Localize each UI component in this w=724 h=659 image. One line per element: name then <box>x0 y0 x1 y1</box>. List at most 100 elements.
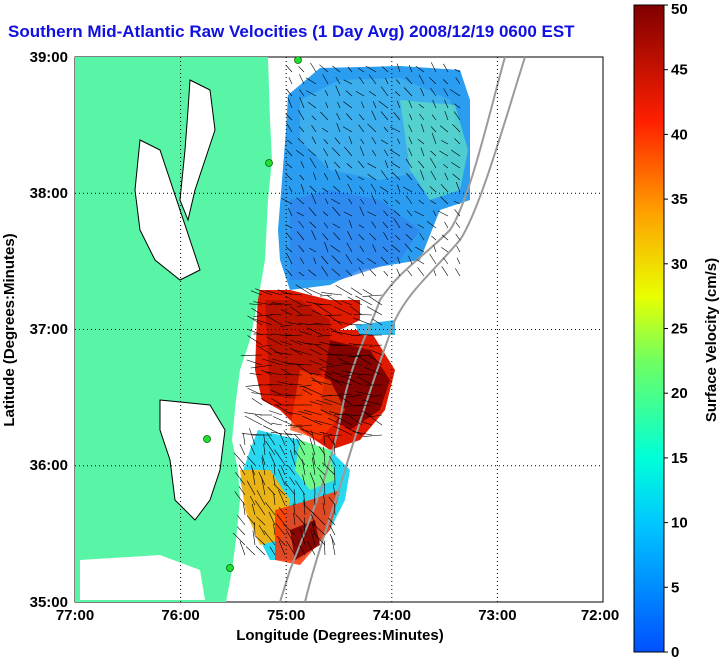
velocity-vector <box>408 136 413 145</box>
velocity-vector <box>306 301 323 306</box>
velocity-vector <box>358 124 365 133</box>
velocity-vector <box>324 540 326 556</box>
velocity-vector <box>453 200 461 205</box>
velocity-vector <box>323 483 326 496</box>
velocity-vector <box>341 374 353 377</box>
velocity-vector <box>249 495 256 506</box>
velocity-vector <box>297 340 313 346</box>
velocity-vector <box>341 300 353 306</box>
velocity-vector <box>333 306 353 316</box>
velocity-vector <box>344 412 363 426</box>
y-tick-label: 39:00 <box>30 49 68 66</box>
velocity-vector <box>319 341 333 346</box>
land-mass <box>75 57 272 602</box>
velocity-vector <box>332 319 353 326</box>
velocity-vector <box>367 173 377 181</box>
velocity-vector <box>362 294 383 297</box>
velocity-vector <box>350 287 363 296</box>
colorbar-tick-label: 10 <box>671 515 688 532</box>
velocity-vector <box>305 343 323 346</box>
colorbar-tick-label: 0 <box>671 644 679 659</box>
velocity-vector <box>324 160 329 169</box>
velocity-vector <box>345 269 353 277</box>
velocity-vector <box>277 381 293 386</box>
velocity-vector <box>419 113 425 121</box>
velocity-vector <box>307 269 317 277</box>
velocity-vector <box>332 223 341 229</box>
velocity-vector <box>287 322 303 326</box>
velocity-vector <box>290 339 303 346</box>
y-tick-label: 38:00 <box>30 185 68 202</box>
velocity-vector <box>291 363 313 366</box>
velocity-vector <box>244 412 263 416</box>
velocity-vector <box>430 150 437 157</box>
velocity-vector <box>311 230 317 241</box>
velocity-vector <box>253 301 273 306</box>
velocity-vector <box>346 163 353 169</box>
velocity-vector <box>444 99 449 109</box>
velocity-vector <box>280 341 293 346</box>
velocity-vector <box>355 354 373 366</box>
velocity-vector <box>348 136 353 145</box>
velocity-vector <box>237 515 246 526</box>
velocity-vector <box>300 183 305 193</box>
velocity-vector <box>429 157 437 169</box>
velocity-vector <box>357 376 373 386</box>
velocity-vector <box>352 317 373 326</box>
velocity-vector <box>260 397 273 406</box>
velocity-vector <box>313 172 317 181</box>
velocity-vector <box>310 62 317 73</box>
velocity-vector <box>344 146 353 157</box>
velocity-vector <box>420 147 425 157</box>
velocity-vector <box>396 100 401 109</box>
velocity-vector <box>361 101 365 109</box>
velocity-vector <box>440 140 449 145</box>
velocity-vector <box>371 221 377 229</box>
velocity-vector <box>406 210 413 217</box>
station-marker <box>203 435 211 443</box>
velocity-vector <box>280 309 293 316</box>
velocity-vector <box>365 413 383 426</box>
velocity-vector <box>420 87 425 97</box>
velocity-vector <box>397 256 401 265</box>
velocity-vector <box>295 363 313 376</box>
velocity-vector <box>396 63 401 73</box>
velocity-vector <box>271 422 283 426</box>
velocity-vector <box>364 366 383 376</box>
velocity-vector <box>369 349 383 356</box>
velocity-vector <box>449 89 461 97</box>
velocity-vector <box>444 221 449 229</box>
velocity-vector <box>395 199 401 205</box>
velocity-vector <box>263 433 266 446</box>
velocity-vector <box>266 432 276 446</box>
velocity-vector <box>233 452 246 466</box>
velocity-vector <box>348 220 353 229</box>
velocity-vector <box>239 443 246 456</box>
velocity-vector <box>269 314 283 316</box>
velocity-vector <box>334 503 336 516</box>
velocity-vector <box>281 198 293 205</box>
velocity-vector <box>261 344 273 347</box>
velocity-vector <box>261 455 266 466</box>
velocity-vector <box>239 540 246 556</box>
velocity-vector <box>372 318 383 326</box>
velocity-vector <box>322 187 329 193</box>
velocity-vector <box>408 64 413 73</box>
velocity-vector <box>266 336 283 346</box>
velocity-vector <box>323 222 329 229</box>
velocity-vector <box>383 126 389 133</box>
velocity-vector <box>251 398 263 406</box>
velocity-vector <box>420 123 425 133</box>
velocity-vector <box>293 512 296 526</box>
velocity-vector <box>355 391 373 396</box>
velocity-vector <box>403 87 413 97</box>
velocity-vector <box>380 139 389 145</box>
velocity-vector <box>345 254 353 265</box>
velocity-vector <box>321 292 343 296</box>
velocity-vector <box>451 162 461 169</box>
velocity-vector <box>390 162 401 169</box>
velocity-vector <box>252 318 273 326</box>
velocity-vector <box>308 207 317 217</box>
velocity-vector <box>347 296 363 306</box>
